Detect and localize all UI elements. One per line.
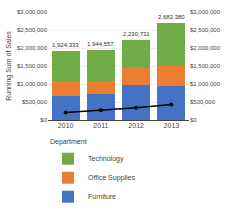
svg-text:2012: 2012 xyxy=(128,122,144,129)
svg-text:Running Sum of Sales: Running Sum of Sales xyxy=(5,31,13,101)
svg-text:$3,000,000: $3,000,000 xyxy=(17,9,48,15)
svg-text:$2,500,000: $2,500,000 xyxy=(190,27,221,33)
svg-text:$2,500,000: $2,500,000 xyxy=(17,27,48,33)
svg-text:1,924,333: 1,924,333 xyxy=(52,42,79,48)
svg-text:$0: $0 xyxy=(40,117,47,123)
svg-text:Office Supplies: Office Supplies xyxy=(88,174,135,182)
svg-text:$0: $0 xyxy=(190,117,197,123)
svg-text:2011: 2011 xyxy=(93,122,108,129)
svg-text:$500,000: $500,000 xyxy=(190,99,216,105)
svg-text:$2,000,000: $2,000,000 xyxy=(190,45,221,51)
svg-text:$1,500,000: $1,500,000 xyxy=(17,63,48,69)
svg-text:Furniture: Furniture xyxy=(88,193,116,200)
svg-text:$1,000,000: $1,000,000 xyxy=(17,81,48,87)
svg-text:2013: 2013 xyxy=(164,122,180,129)
svg-text:2010: 2010 xyxy=(58,122,74,129)
svg-text:$3,000,000: $3,000,000 xyxy=(190,9,221,15)
svg-text:2,682,380: 2,682,380 xyxy=(158,14,185,20)
svg-text:1,944,557: 1,944,557 xyxy=(87,41,114,47)
svg-text:$500,000: $500,000 xyxy=(22,99,48,105)
svg-text:$1,000,000: $1,000,000 xyxy=(190,81,221,87)
svg-text:$1,500,000: $1,500,000 xyxy=(190,63,221,69)
svg-text:Department: Department xyxy=(50,138,87,146)
svg-text:2,230,731: 2,230,731 xyxy=(123,31,150,37)
svg-text:$2,000,000: $2,000,000 xyxy=(17,45,48,51)
svg-text:Technology: Technology xyxy=(88,155,124,163)
